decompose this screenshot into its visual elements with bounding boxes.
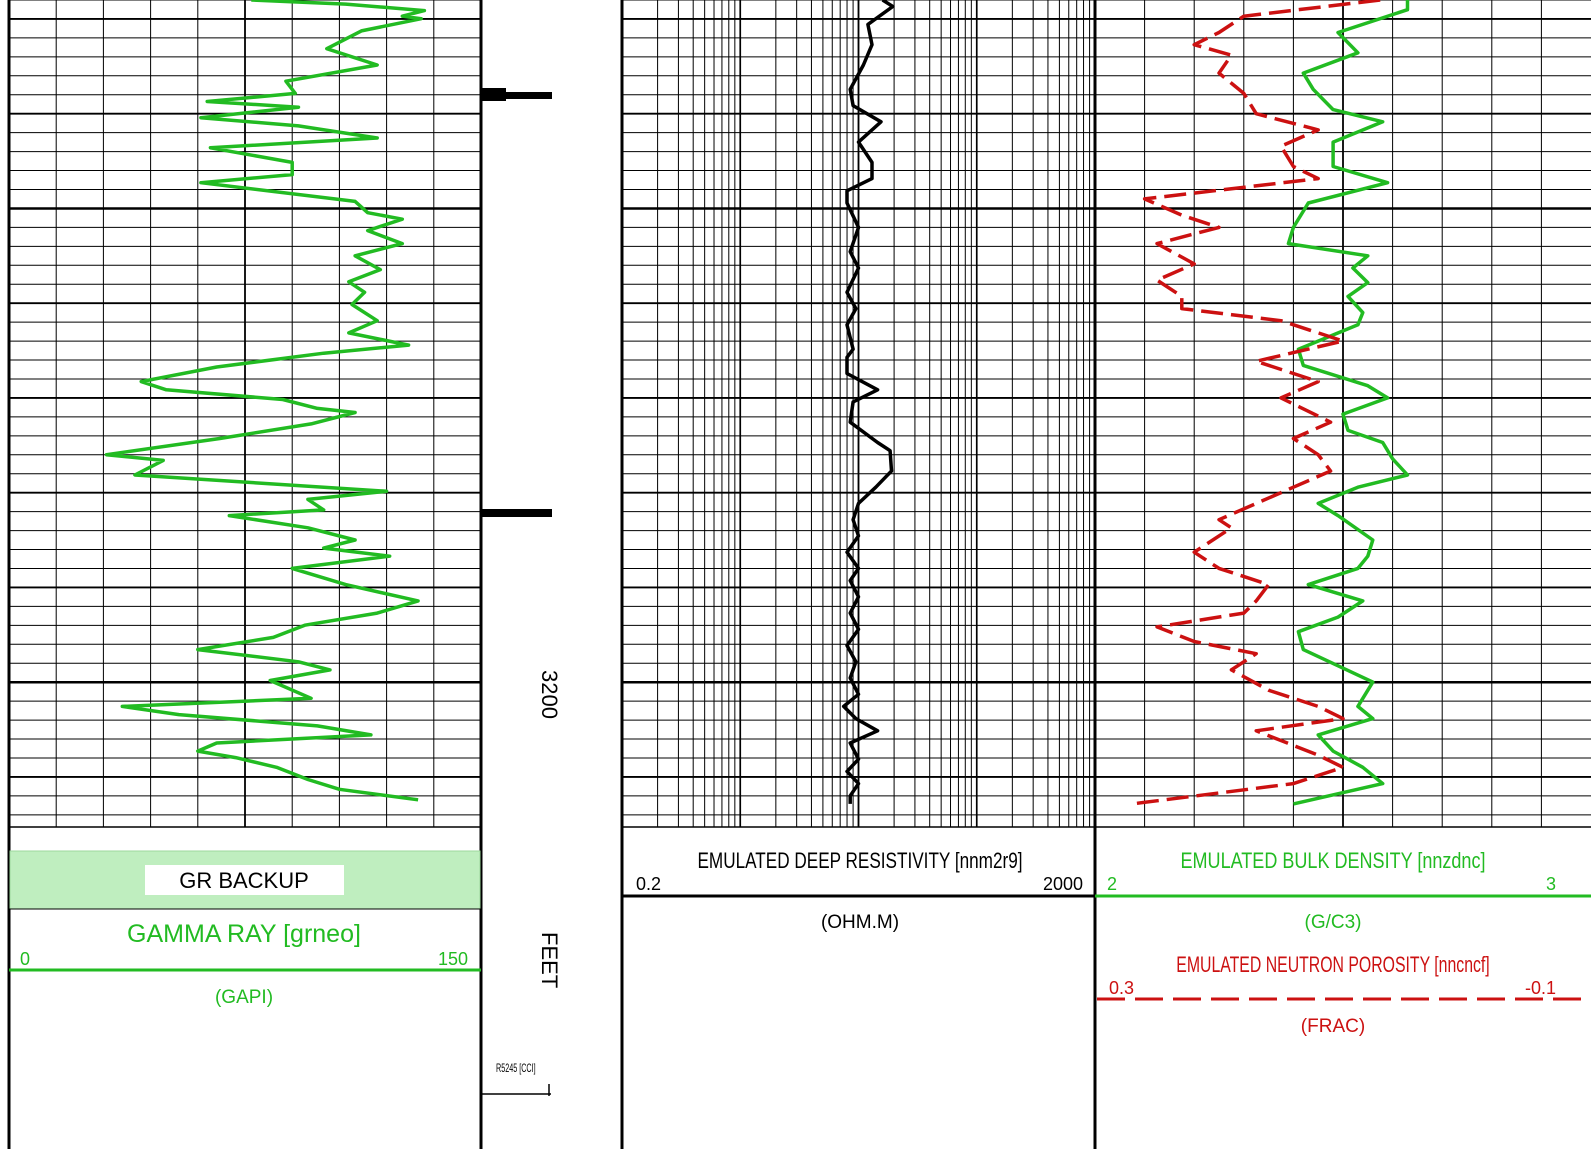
depth-tick-major-1b	[482, 92, 552, 99]
depth-scale-label: R5245 [CCI]	[496, 1062, 536, 1075]
res-curve-title: EMULATED DEEP RESISTIVITY [nnm2r9]	[697, 849, 1022, 874]
deep-resistivity-curve	[841, 0, 895, 804]
neu-scale-max: -0.1	[1525, 978, 1556, 998]
den-curve-title: EMULATED BULK DENSITY [nnzdnc]	[1181, 849, 1486, 873]
log-curves	[104, 0, 1410, 806]
neu-scale-min: 0.3	[1109, 978, 1134, 998]
depth-unit-label: FEET	[537, 932, 562, 988]
depth-label: 3200	[537, 670, 562, 719]
gr-backup-label: GR BACKUP	[179, 868, 309, 893]
res-scale-max: 2000	[1043, 874, 1083, 894]
track-grids	[9, 0, 1591, 827]
gr-scale-min: 0	[20, 949, 30, 969]
den-scale-max: 3	[1546, 874, 1556, 894]
gr-scale-max: 150	[438, 949, 468, 969]
neutron-porosity-curve	[1131, 0, 1381, 806]
depth-tick-major-2	[482, 509, 552, 517]
res-scale-min: 0.2	[636, 874, 661, 894]
gr-unit: (GAPI)	[215, 987, 273, 1008]
den-scale-min: 2	[1107, 874, 1117, 894]
gamma-ray-curve	[104, 0, 427, 802]
gr-curve-title: GAMMA RAY [grneo]	[127, 920, 361, 948]
res-unit: (OHM.M)	[821, 912, 899, 933]
bulk-density-curve	[1286, 0, 1410, 806]
neu-unit: (FRAC)	[1301, 1016, 1365, 1037]
neu-curve-title: EMULATED NEUTRON POROSITY [nncncf]	[1176, 954, 1489, 978]
gr-backup-label-box	[145, 865, 344, 895]
den-unit: (G/C3)	[1305, 912, 1362, 933]
